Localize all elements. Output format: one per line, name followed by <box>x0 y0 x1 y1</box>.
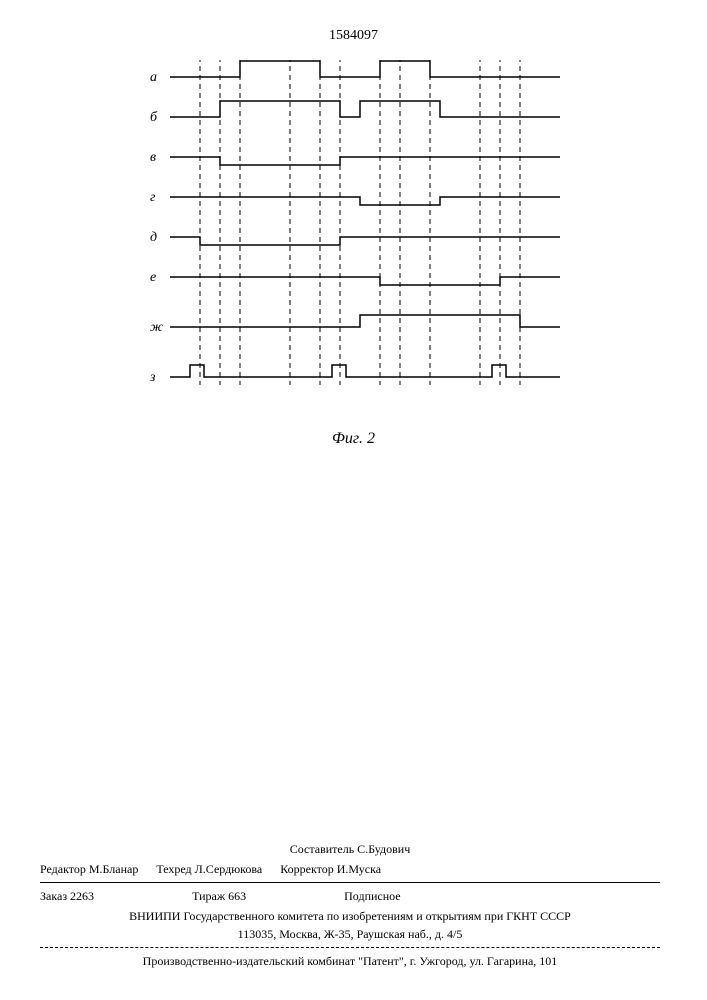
svg-text:г: г <box>150 190 156 205</box>
svg-text:ж: ж <box>150 320 163 335</box>
compiler-line: Составитель С.Будович <box>40 840 660 858</box>
subscription: Подписное <box>344 887 401 905</box>
svg-text:б: б <box>150 110 158 125</box>
org-line2: 113035, Москва, Ж-35, Раушская наб., д. … <box>40 925 660 943</box>
divider-dashed <box>40 947 660 948</box>
order-row: Заказ 2263 Тираж 663 Подписное <box>40 887 660 905</box>
timing-diagram: а б в г д е ж з <box>140 60 560 440</box>
staff-row: Редактор М.Бланар Техред Л.Сердюкова Кор… <box>40 860 660 878</box>
svg-text:а: а <box>150 70 157 85</box>
footer-block: Составитель С.Будович Редактор М.Бланар … <box>40 840 660 970</box>
org-line1: ВНИИПИ Государственного комитета по изоб… <box>40 907 660 925</box>
svg-text:з: з <box>149 370 156 385</box>
editor: Редактор М.Бланар <box>40 860 138 878</box>
svg-text:е: е <box>150 270 156 285</box>
printer-line: Производственно-издательский комбинат "П… <box>40 952 660 970</box>
svg-text:в: в <box>150 150 156 165</box>
techred: Техред Л.Сердюкова <box>156 860 262 878</box>
print-run: Тираж 663 <box>192 887 246 905</box>
divider <box>40 882 660 883</box>
order: Заказ 2263 <box>40 887 94 905</box>
figure-label: Фиг. 2 <box>0 430 707 448</box>
page-number: 1584097 <box>0 28 707 44</box>
svg-text:д: д <box>150 230 157 245</box>
corrector: Корректор И.Муска <box>280 860 381 878</box>
